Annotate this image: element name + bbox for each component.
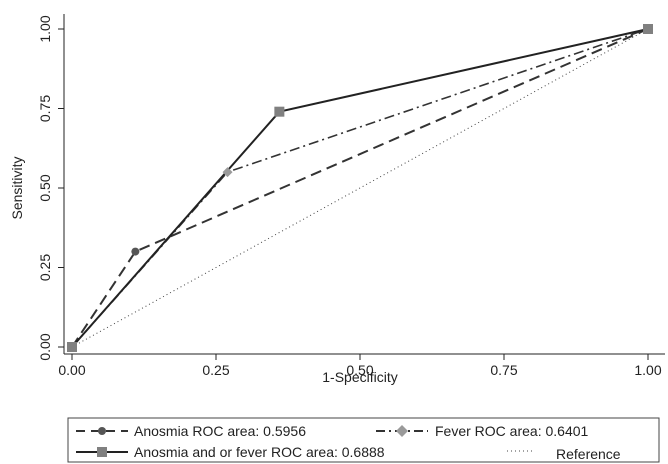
series-0-point-1 [131, 247, 140, 256]
x-axis-title: 1-Specificity [322, 369, 397, 385]
series-layer [71, 28, 649, 348]
y-tick-label-1: 0.25 [37, 254, 53, 281]
legend-marker-anosmia [98, 427, 106, 435]
axis-ticks: 0.00 0.25 0.50 0.75 1.00 0.00 0.25 0.50 0.75 1.00 [37, 15, 662, 378]
legend: Anosmia ROC area: 0.5956 Fever ROC area:… [67, 417, 660, 463]
legend-label-reference: Reference [556, 446, 621, 462]
x-tick-label-2: 0.50 [346, 362, 373, 378]
legend-label-anosmia: Anosmia ROC area: 0.5956 [134, 423, 306, 439]
legend-label-combined: Anosmia and or fever ROC area: 0.6888 [134, 444, 385, 460]
series-1-point-1 [222, 167, 233, 178]
y-tick-label-2: 0.50 [37, 174, 53, 201]
legend-box [67, 417, 660, 463]
legend-label-fever: Fever ROC area: 0.6401 [435, 423, 589, 439]
series-2-point-0 [67, 342, 77, 352]
series-2-point-2 [643, 24, 653, 34]
x-tick-label-4: 1.00 [634, 362, 661, 378]
legend-marker-fever [396, 425, 408, 437]
series-line-3 [71, 28, 649, 348]
x-tick-label-3: 0.75 [490, 362, 517, 378]
series-2-point-1 [274, 106, 285, 117]
y-axis-title: Sensitivity [9, 156, 25, 219]
y-tick-label-0: 0.00 [37, 333, 53, 360]
legend-marker-combined [97, 447, 107, 457]
x-tick-label-1: 0.25 [202, 362, 229, 378]
y-tick-label-3: 0.75 [37, 95, 53, 122]
series-line-0 [71, 28, 649, 348]
markers-layer [67, 24, 653, 352]
x-tick-label-0: 0.00 [58, 362, 85, 378]
y-tick-label-4: 1.00 [37, 15, 53, 42]
